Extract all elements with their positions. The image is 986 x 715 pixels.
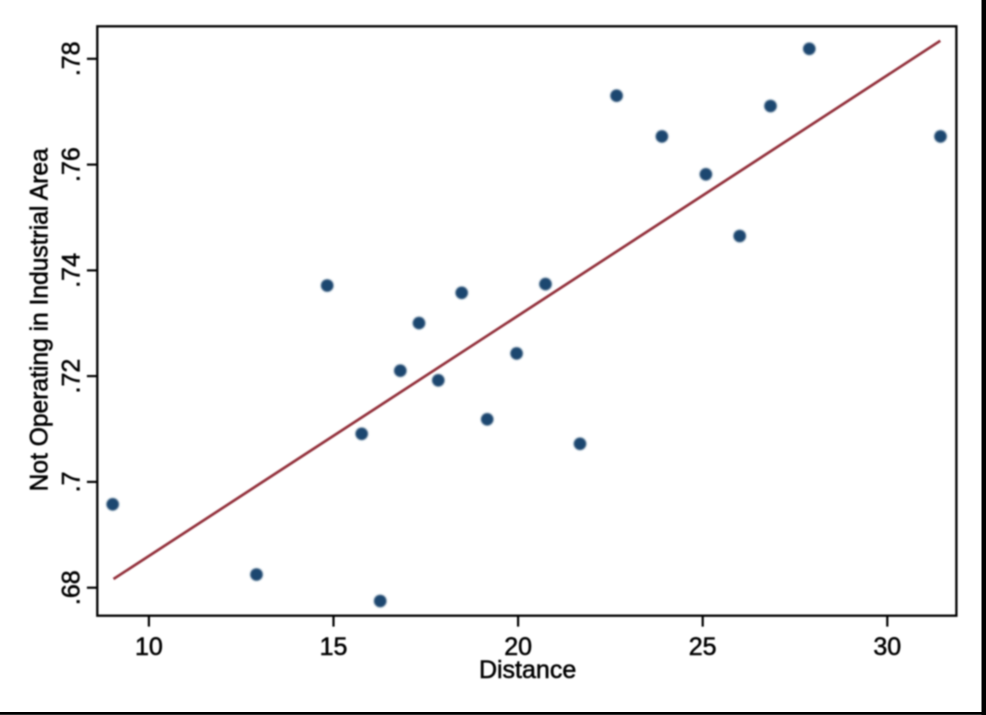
svg-text:Distance: Distance: [479, 656, 576, 684]
svg-text:15: 15: [320, 633, 348, 661]
svg-text:.76: .76: [57, 147, 85, 182]
svg-text:Not Operating in Industrial Ar: Not Operating in Industrial Area: [27, 148, 54, 491]
svg-text:10: 10: [135, 633, 163, 661]
svg-text:25: 25: [689, 633, 717, 661]
svg-text:.72: .72: [57, 359, 85, 394]
svg-text:30: 30: [873, 633, 901, 661]
svg-text:.78: .78: [57, 41, 85, 76]
svg-text:.74: .74: [57, 253, 85, 288]
svg-text:.68: .68: [57, 570, 85, 605]
svg-text:20: 20: [504, 633, 532, 661]
svg-text:.7: .7: [57, 471, 85, 492]
